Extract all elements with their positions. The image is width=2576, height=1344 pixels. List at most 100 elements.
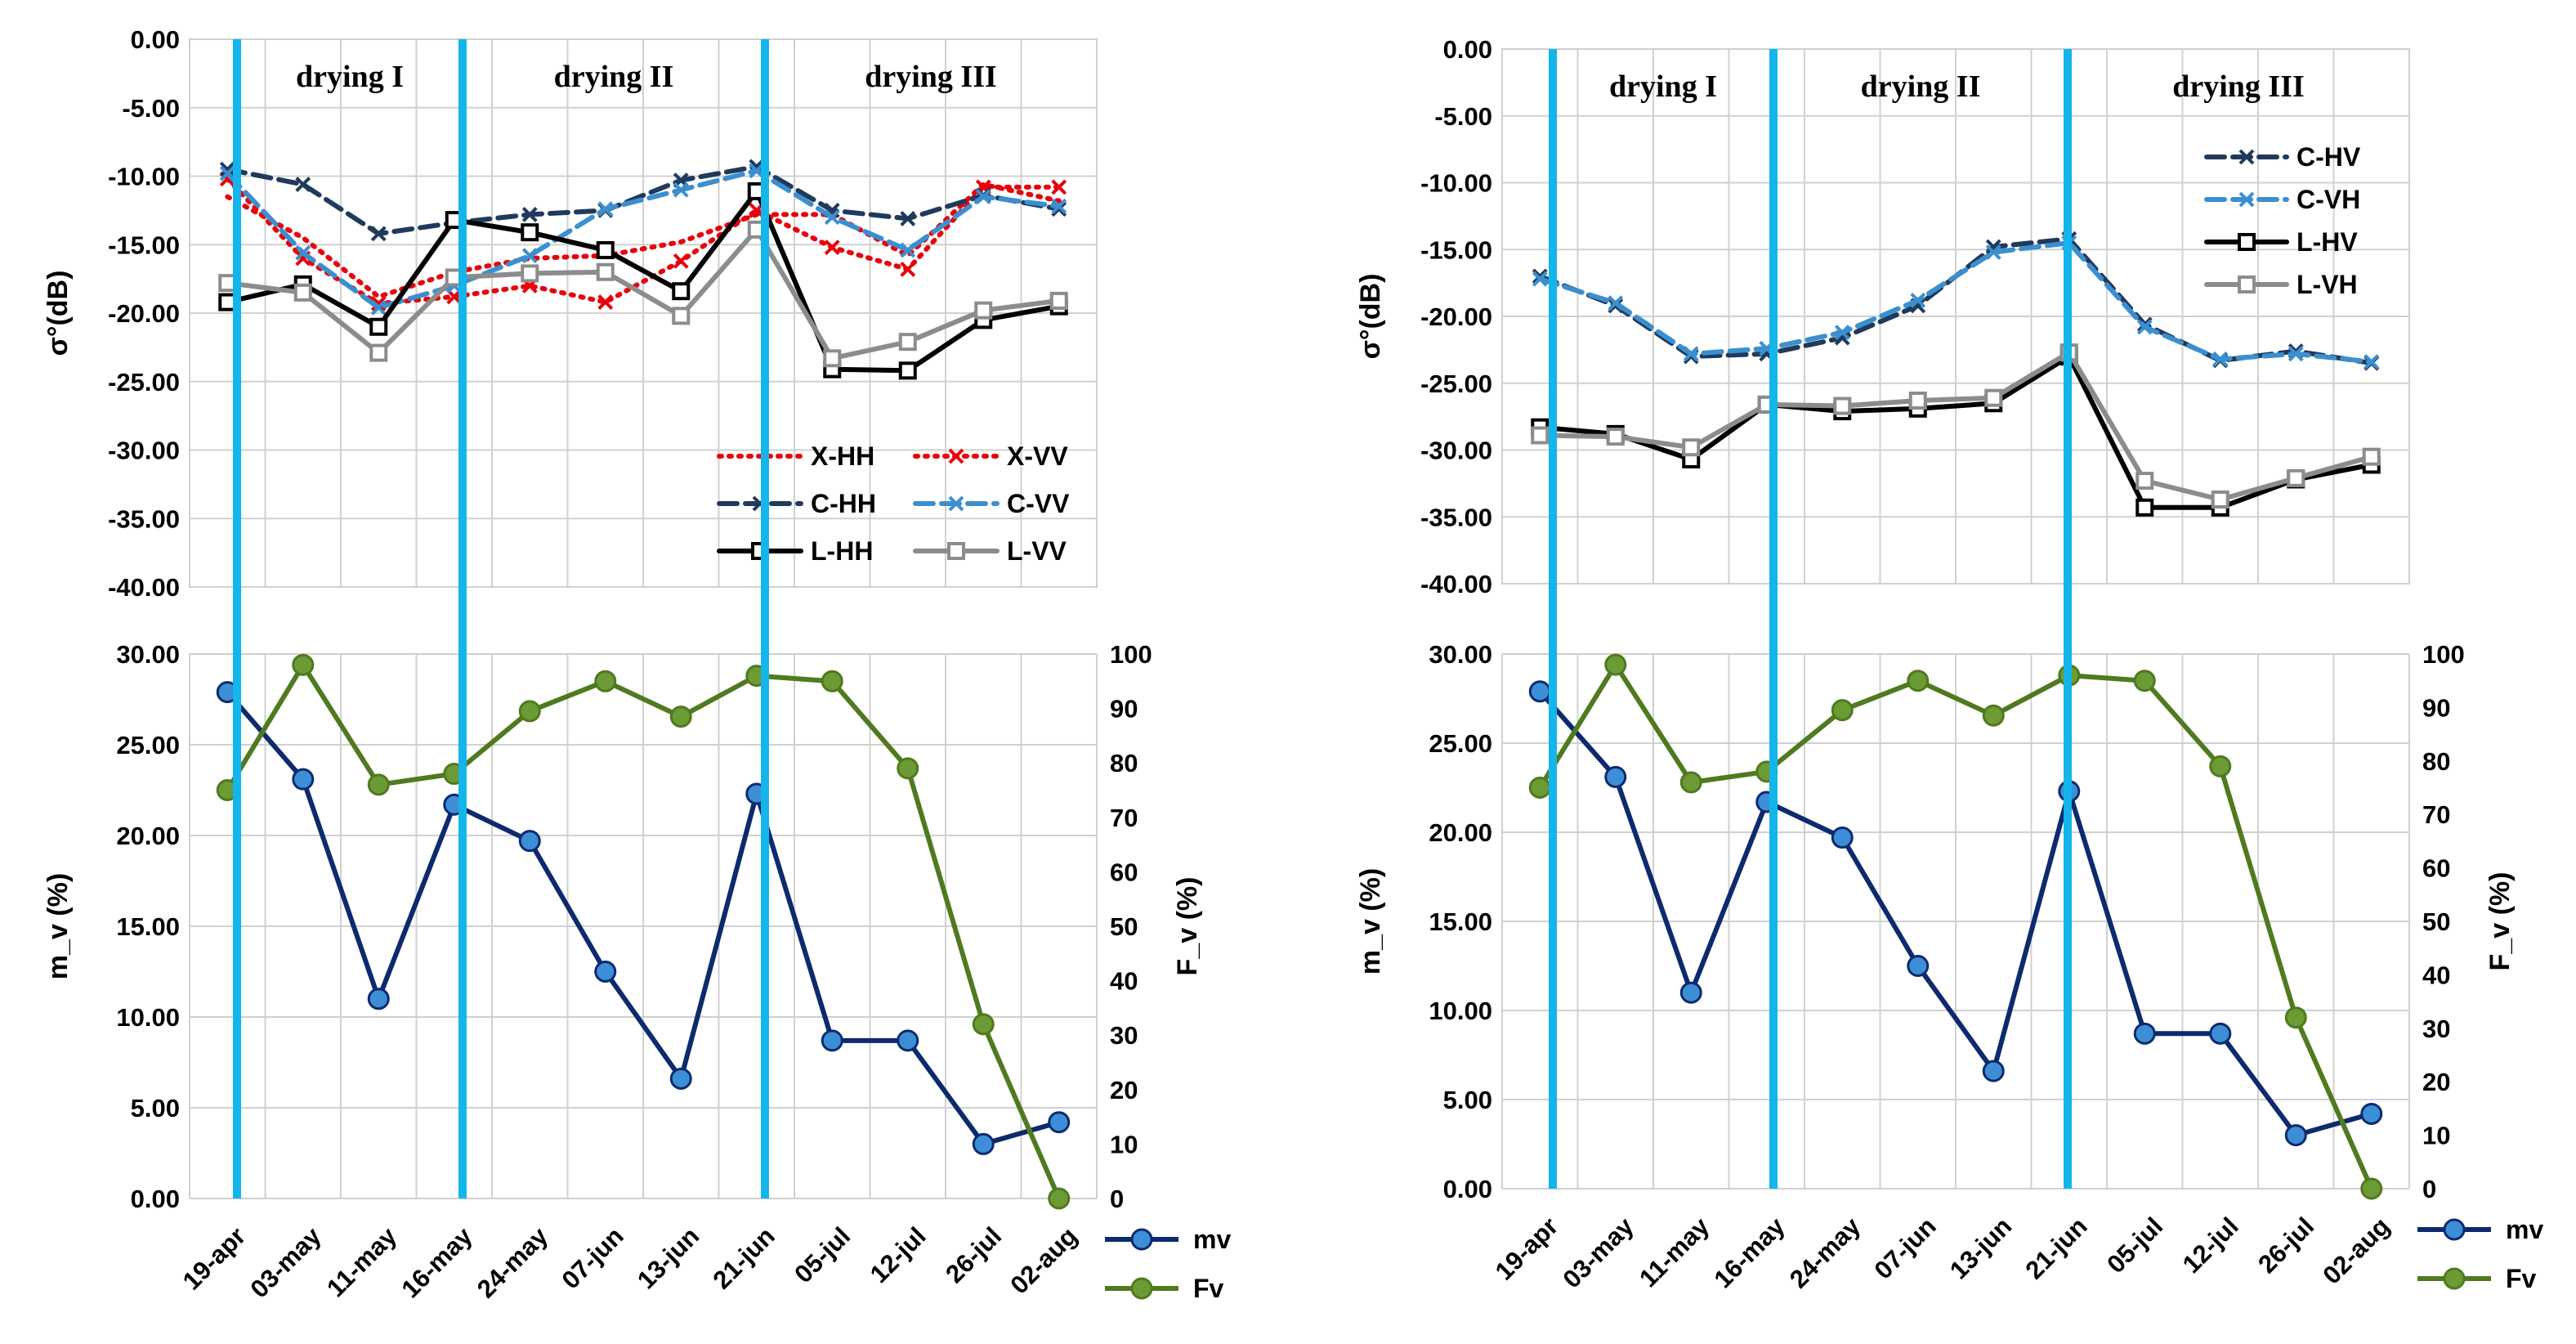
y-tick-label: -15.00 xyxy=(1420,235,1492,264)
y2-tick-label: 70 xyxy=(2422,800,2450,829)
data-point-c-vh xyxy=(1834,325,1850,341)
data-point-fv xyxy=(594,670,617,692)
x-tick-label: 12-jul xyxy=(2177,1212,2244,1279)
data-point-mv xyxy=(1528,680,1551,703)
legend-label: X-HH xyxy=(811,441,874,471)
series-line-l-hh xyxy=(225,188,1062,374)
period-label: drying II xyxy=(1861,69,1981,104)
data-point-l-vh xyxy=(2362,447,2381,466)
y-tick-label: -35.00 xyxy=(1420,503,1492,531)
x-tick-label: 07-jun xyxy=(556,1221,628,1294)
y-tick-label: 10.00 xyxy=(116,1003,180,1032)
legend-marker xyxy=(2238,191,2255,208)
legend-label: L-HH xyxy=(811,536,873,566)
y-tick-label: -40.00 xyxy=(1420,570,1492,598)
data-point-c-vv xyxy=(597,201,614,217)
y2-tick-label: 80 xyxy=(2422,747,2450,776)
y2-tick-label: 50 xyxy=(1110,912,1138,941)
y2-tick-label: 30 xyxy=(1110,1021,1138,1050)
series-line-c-vh xyxy=(1537,240,2374,365)
y-tick-label: 20.00 xyxy=(116,822,180,850)
data-point-mv xyxy=(897,1029,919,1052)
data-point-fv xyxy=(1907,670,1930,692)
data-point-l-vv xyxy=(218,274,237,293)
data-point-l-hh xyxy=(521,223,539,242)
y2-tick-label: 20 xyxy=(1110,1076,1138,1104)
data-point-x-vv xyxy=(597,294,614,311)
x-tick-label: 02-aug xyxy=(1004,1221,1082,1299)
legend-marker xyxy=(2443,1267,2466,1290)
x-tick-label: 24-may xyxy=(1784,1212,1867,1294)
legend-marker xyxy=(948,495,964,512)
data-point-l-vv xyxy=(369,343,388,362)
x-tick-label: 03-may xyxy=(1557,1212,1639,1294)
x-tick-label: 24-may xyxy=(472,1221,554,1304)
data-point-fv xyxy=(2133,670,2156,692)
legend-marker xyxy=(2238,276,2256,293)
y-tick-label: 15.00 xyxy=(1429,907,1492,936)
y2-tick-label: 20 xyxy=(2422,1068,2450,1096)
series-line-x-vv xyxy=(225,176,1062,307)
y-axis-label: m_v (%) xyxy=(1355,868,1386,974)
y2-tick-label: 10 xyxy=(1110,1130,1138,1158)
data-point-mv xyxy=(1679,981,1702,1004)
series-line-fv xyxy=(225,662,1062,1200)
legend-label: L-HV xyxy=(2296,227,2358,257)
legend-label: L-VH xyxy=(2296,270,2358,299)
data-point-l-vh xyxy=(1682,438,1701,457)
y-tick-label: -30.00 xyxy=(1420,437,1492,465)
data-point-mv xyxy=(2133,1022,2156,1045)
data-point-mv xyxy=(367,988,390,1010)
legend-marker xyxy=(947,542,965,560)
y-tick-label: 0.00 xyxy=(1443,1175,1492,1203)
data-point-mv xyxy=(1907,955,1930,977)
data-point-fv xyxy=(669,706,692,728)
data-point-mv xyxy=(2360,1102,2383,1125)
y2-tick-label: 90 xyxy=(1110,695,1138,724)
data-point-c-vv xyxy=(975,189,991,205)
data-point-c-vv xyxy=(219,165,235,181)
data-point-mv xyxy=(2209,1022,2232,1045)
legend-marker xyxy=(2238,233,2256,251)
data-point-c-vh xyxy=(2212,351,2229,367)
data-point-c-hh xyxy=(370,226,387,242)
data-point-fv xyxy=(897,757,919,780)
x-tick-label: 11-may xyxy=(1634,1212,1715,1293)
data-point-c-vh xyxy=(2288,346,2304,362)
data-point-c-hh xyxy=(521,206,538,222)
legend-label: Fv xyxy=(2506,1264,2537,1293)
y2-tick-label: 60 xyxy=(2422,854,2450,883)
y2-tick-label: 40 xyxy=(2422,961,2450,989)
legend-label: X-VV xyxy=(1007,441,1068,471)
y-tick-label: -30.00 xyxy=(108,437,180,465)
data-point-c-vh xyxy=(1608,295,1624,311)
y-tick-label: 0.00 xyxy=(131,1185,180,1213)
x-tick-label: 21-jun xyxy=(707,1221,780,1294)
data-point-c-vh xyxy=(1910,292,1926,308)
x-tick-label: 19-apr xyxy=(1490,1212,1564,1286)
legend-marker xyxy=(1130,1277,1153,1300)
data-point-c-vv xyxy=(1051,198,1067,214)
data-point-l-vv xyxy=(898,333,917,352)
y-tick-label: 20.00 xyxy=(1429,818,1492,847)
legend-label: mv xyxy=(2506,1215,2543,1244)
sigma-chart-like-polarization: 0.00 -5.00 -10.00 -15.00 -20.00 -25.00 -30.00 -… xyxy=(42,25,1098,602)
series-line-c-vv xyxy=(225,168,1062,311)
y-tick-label: -15.00 xyxy=(108,231,180,259)
data-point-c-hh xyxy=(295,177,311,192)
data-point-mv xyxy=(1048,1111,1071,1134)
y-tick-label: -25.00 xyxy=(108,368,180,396)
data-point-c-hh xyxy=(900,211,916,226)
legend-label: L-VV xyxy=(1007,536,1067,566)
period-label: drying III xyxy=(2172,69,2305,104)
y2-tick-label: 0 xyxy=(2422,1175,2436,1203)
legend-label: mv xyxy=(1193,1225,1231,1254)
y-tick-label: 5.00 xyxy=(1443,1086,1492,1114)
data-point-fv xyxy=(1679,771,1702,794)
data-point-fv xyxy=(1048,1187,1071,1210)
data-point-l-vh xyxy=(2287,468,2305,487)
x-tick-label: 05-jul xyxy=(789,1221,856,1288)
data-point-fv xyxy=(2284,1006,2307,1029)
y-axis-label: σ°(dB) xyxy=(1355,274,1386,360)
